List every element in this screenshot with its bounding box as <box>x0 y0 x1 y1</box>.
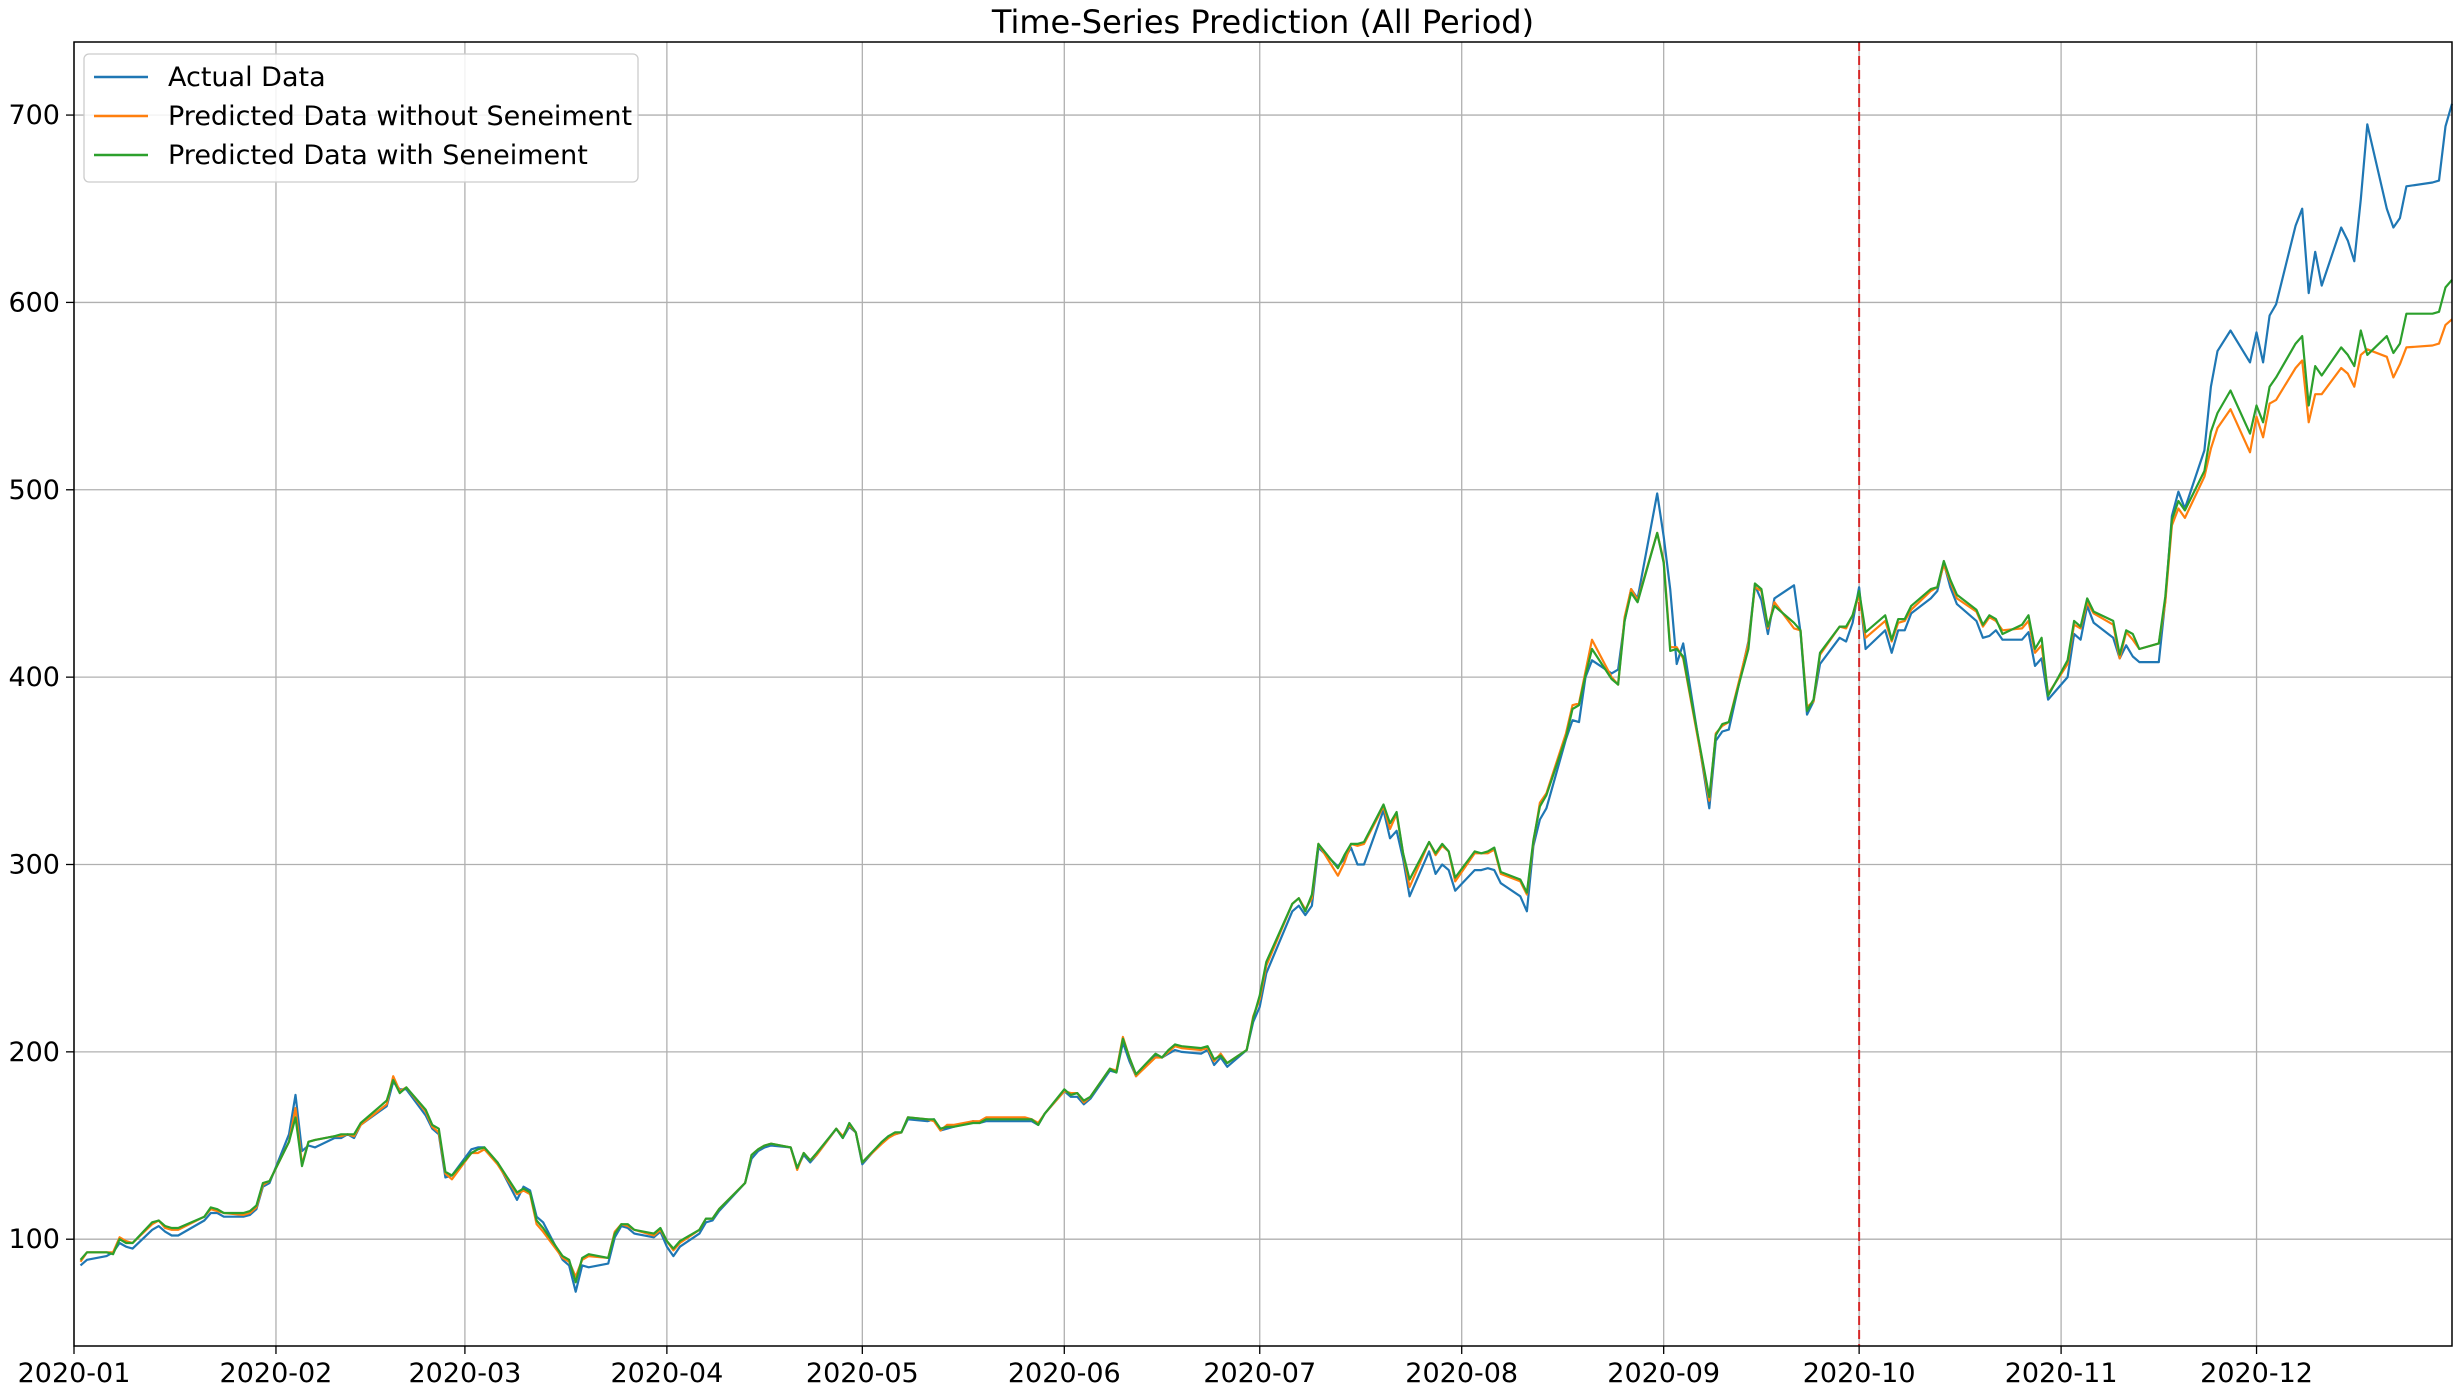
y-tick-label: 700 <box>8 100 60 131</box>
y-tick-label: 200 <box>8 1037 60 1068</box>
x-tick-label: 2020-06 <box>1008 1358 1121 1389</box>
grid-lines <box>73 42 2452 1346</box>
x-tick-label: 2020-12 <box>2200 1358 2313 1389</box>
legend-label: Predicted Data with Seneiment <box>168 140 588 171</box>
y-tick-label: 100 <box>8 1224 60 1255</box>
y-axis: 100 200 300 400 500 600 700 <box>8 100 74 1255</box>
x-tick-label: 2020-10 <box>1803 1358 1916 1389</box>
y-tick-label: 400 <box>8 662 60 693</box>
x-tick-label: 2020-01 <box>18 1358 131 1389</box>
x-tick-label: 2020-03 <box>408 1358 521 1389</box>
legend-box <box>83 53 639 183</box>
x-axis: 2020-01 2020-02 2020-03 2020-04 2020-05 2020-… <box>18 1346 2313 1389</box>
y-tick-label: 500 <box>8 475 60 506</box>
y-tick-label: 600 <box>8 287 60 318</box>
x-tick-label: 2020-05 <box>806 1358 919 1389</box>
chart-title: Time-Series Prediction (All Period) <box>991 3 1534 41</box>
legend: Actual Data Predicted Data without Seneim… <box>83 53 639 183</box>
x-tick-label: 2020-04 <box>610 1358 723 1389</box>
plot-frame <box>73 41 2453 1347</box>
series-layer <box>79 103 2454 1293</box>
x-tick-label: 2020-09 <box>1607 1358 1720 1389</box>
x-tick-label: 2020-02 <box>220 1358 333 1389</box>
x-tick-label: 2020-07 <box>1203 1358 1316 1389</box>
x-tick-label: 2020-11 <box>2005 1358 2118 1389</box>
y-tick-label: 300 <box>8 849 60 880</box>
series-line-3 <box>79 279 2453 1284</box>
legend-label: Actual Data <box>168 62 326 93</box>
x-tick-label: 2020-08 <box>1405 1358 1518 1389</box>
legend-label: Predicted Data without Seneiment <box>168 101 632 132</box>
